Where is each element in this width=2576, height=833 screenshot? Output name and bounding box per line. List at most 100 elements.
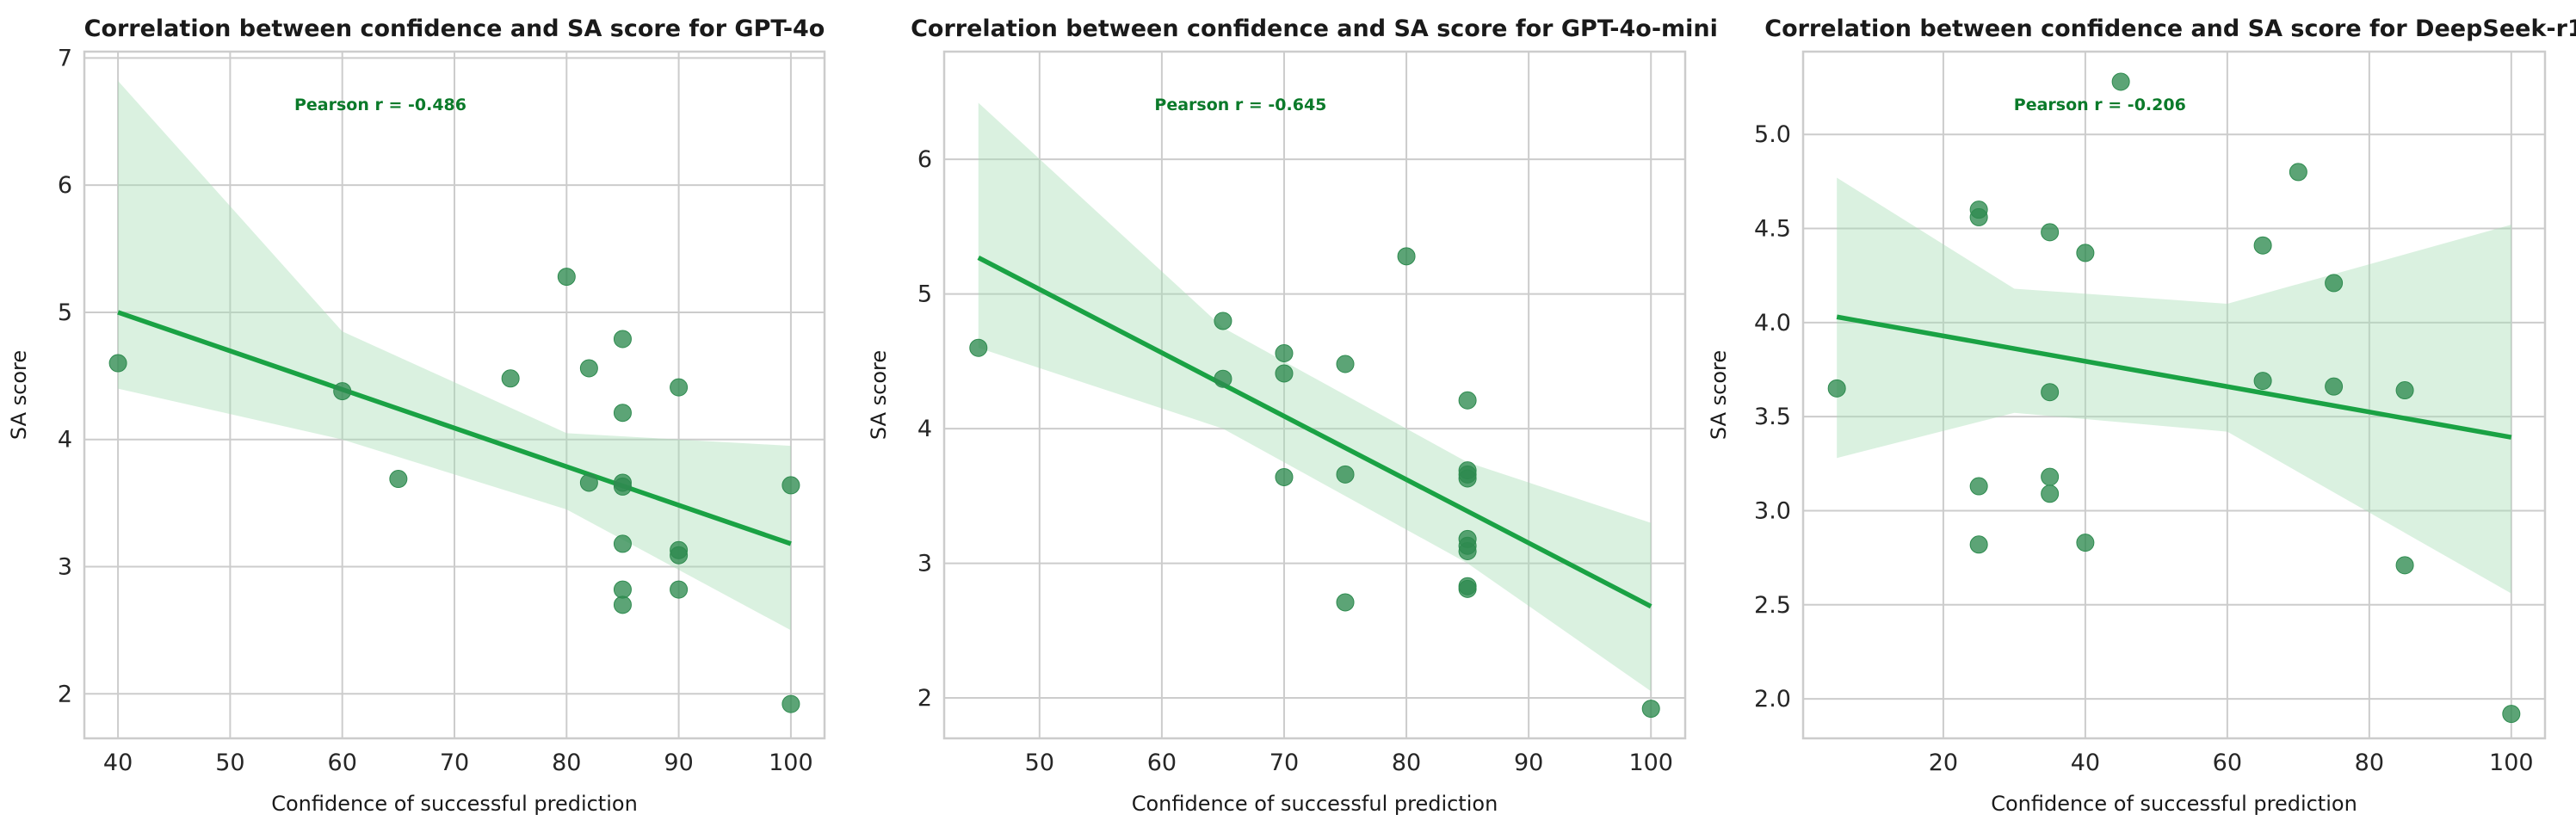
axes-frame [1801,50,2547,740]
x-axis-label: Confidence of successful prediction [271,792,638,816]
x-tick-label: 70 [1269,750,1299,776]
data-point [1458,391,1477,410]
data-point [2395,556,2414,575]
data-point [1458,579,1477,598]
x-tick-label: 90 [1514,750,1543,776]
x-tick-label: 70 [440,750,469,776]
data-point [333,382,352,401]
data-point [613,595,632,614]
x-tick-label: 100 [769,750,813,776]
subplot-2: 50 60 70 80 90 100 2 3 4 5 6 Correlation between co… [867,15,1718,816]
data-point [2253,372,2272,391]
data-point [1397,247,1416,266]
y-tick-label: 6 [917,146,932,173]
data-point [389,470,408,489]
y-tick-label: 4.0 [1754,310,1791,336]
y-tick-label: 2.5 [1754,592,1791,619]
data-point [2041,467,2060,486]
data-point [969,338,988,357]
data-point [1336,355,1355,373]
pearson-annotation: Pearson r = -0.206 [2014,96,2186,114]
y-tick-label: 5 [58,299,72,326]
y-tick-label: 3.5 [1754,404,1791,430]
y-axis-label: SA score [867,350,891,440]
axes-frame [942,50,1687,740]
data-point [670,378,689,397]
x-tick-label: 80 [552,750,581,776]
data-point [2253,236,2272,255]
y-tick-label: 3 [917,551,932,577]
data-point [1336,593,1355,612]
data-point [1458,542,1477,561]
data-point [670,580,689,599]
data-point [2041,223,2060,242]
y-tick-label: 4 [917,416,932,442]
data-point [2076,534,2095,552]
data-point [1275,467,1294,486]
y-tick-label: 2 [58,681,72,707]
data-point [670,546,689,565]
y-tick-label: 2.0 [1754,686,1791,713]
data-point [2041,383,2060,402]
data-point [1969,535,1988,554]
data-point [2289,163,2307,182]
data-point [613,534,632,553]
subplot-1: 40 50 60 70 80 90 100 2 3 4 5 6 7 Correlation between… [7,15,826,816]
y-axis-label: SA score [7,350,31,440]
x-tick-label: 20 [1929,750,1958,776]
x-tick-label: 50 [1025,750,1054,776]
data-point [501,369,520,388]
regression-line [117,310,792,546]
subplot-3: 20 40 60 80 100 2.0 2.5 3.0 3.5 4.0 4.5 5.0 Correlat… [1707,15,2576,816]
data-point [1275,343,1294,362]
data-point [2395,381,2414,400]
y-tick-label: 6 [58,172,72,199]
data-point [1827,379,1846,398]
x-tick-label: 60 [328,750,357,776]
data-point [613,580,632,599]
data-point [781,476,800,495]
data-point [1969,477,1988,496]
data-point [557,268,576,287]
y-tick-label: 2 [917,685,932,712]
data-point [1641,700,1660,719]
x-axis-label: Confidence of successful prediction [1132,792,1498,816]
pearson-annotation: Pearson r = -0.645 [1154,96,1326,114]
data-point [781,694,800,713]
x-tick-label: 80 [2355,750,2384,776]
x-tick-label: 90 [664,750,693,776]
pearson-annotation: Pearson r = -0.486 [294,96,466,114]
x-tick-label: 50 [215,750,244,776]
regression-line [1836,314,2512,440]
chart-title: Correlation between confidence and SA sc… [84,15,825,42]
data-point [2111,72,2130,91]
data-point [2325,377,2344,396]
data-point [1969,207,1988,226]
confidence-band [978,102,1652,692]
data-point [1214,312,1232,330]
data-point [2076,244,2095,262]
chart-title: Correlation between confidence and SA sc… [1764,15,2576,42]
data-point [1275,364,1294,383]
y-tick-label: 7 [58,45,72,71]
data-point [1336,465,1355,484]
data-point [108,354,127,373]
y-tick-label: 4.5 [1754,216,1791,243]
data-point [1458,469,1477,488]
chart-title: Correlation between confidence and SA sc… [911,15,1718,42]
data-point [613,330,632,349]
data-point [2325,274,2344,293]
y-tick-label: 5 [917,281,932,308]
data-point [2041,484,2060,503]
y-tick-label: 3 [58,554,72,581]
data-point [613,477,632,496]
y-axis-label: SA score [1707,350,1731,440]
axes-frame [83,50,826,740]
x-tick-label: 40 [2071,750,2100,776]
x-axis-label: Confidence of successful prediction [1991,792,2357,816]
x-tick-label: 60 [2213,750,2242,776]
data-point [579,359,598,378]
x-tick-label: 100 [2489,750,2534,776]
data-point [613,404,632,423]
